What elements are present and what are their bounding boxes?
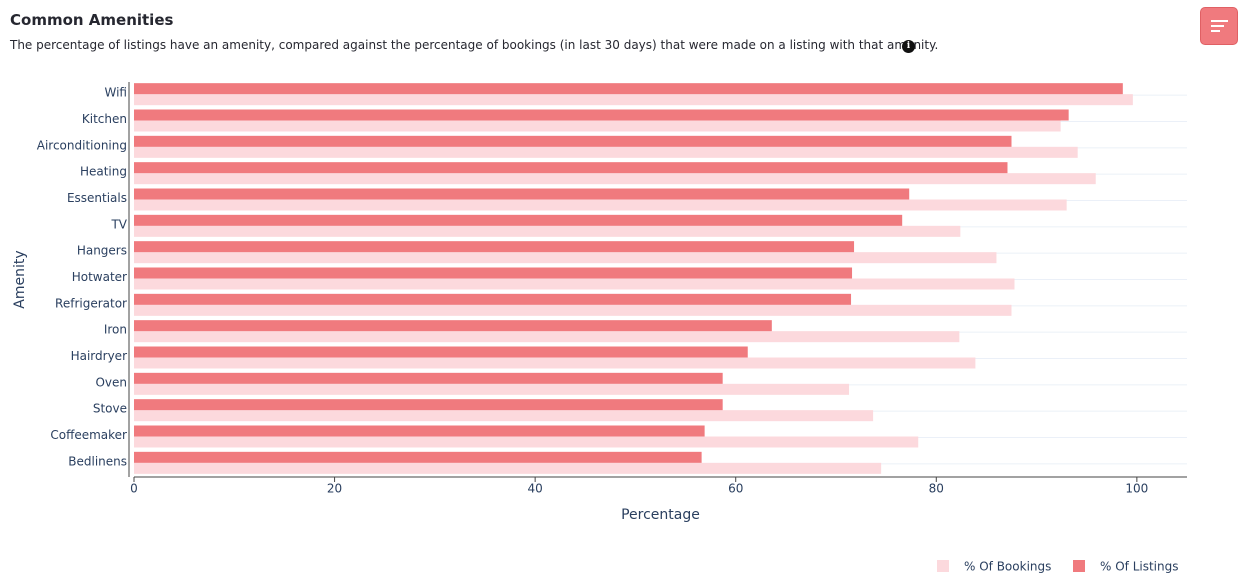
y-tick-label: Iron <box>104 323 127 337</box>
y-tick-label: Kitchen <box>82 112 127 126</box>
y-tick-label: Hangers <box>77 244 127 258</box>
bar <box>134 346 748 358</box>
menu-icon <box>1211 20 1228 32</box>
bar <box>134 173 1096 185</box>
bar <box>134 225 961 237</box>
bar <box>134 436 919 448</box>
legend-swatch <box>937 560 949 572</box>
bar <box>134 146 1078 158</box>
y-tick-label: Refrigerator <box>55 296 127 310</box>
bar <box>134 331 960 343</box>
legend-swatch <box>1073 560 1085 572</box>
x-tick-label: 60 <box>728 482 743 496</box>
bar <box>134 320 772 332</box>
x-tick-label: 80 <box>929 482 944 496</box>
x-tick-label: 100 <box>1125 482 1148 496</box>
chart-title: Common Amenities <box>10 11 174 29</box>
y-tick-label: Hairdryer <box>71 349 127 363</box>
bar <box>134 410 874 422</box>
bar <box>134 304 1012 316</box>
bar <box>134 188 910 200</box>
bar <box>134 462 882 474</box>
bar <box>134 267 853 279</box>
y-tick-label: Heating <box>80 165 127 179</box>
bar <box>134 199 1067 211</box>
bar <box>134 372 723 384</box>
bar <box>134 293 852 305</box>
bar <box>134 399 723 411</box>
y-tick-label: Wifi <box>105 86 128 100</box>
y-tick-label: Hotwater <box>72 270 127 284</box>
bar <box>134 451 702 463</box>
bar <box>134 383 850 395</box>
bar <box>134 425 705 437</box>
y-axis-title: Amenity <box>12 250 28 308</box>
bar <box>134 120 1061 132</box>
x-tick-label: 40 <box>528 482 543 496</box>
bar <box>134 241 855 253</box>
legend-label: % Of Bookings <box>964 560 1051 574</box>
legend-label: % Of Listings <box>1100 560 1179 574</box>
bar <box>134 214 903 226</box>
bar <box>134 135 1012 147</box>
y-tick-label: Coffeemaker <box>50 428 127 442</box>
bar <box>134 109 1069 121</box>
bar <box>134 162 1008 174</box>
info-icon[interactable]: i <box>902 40 915 53</box>
x-tick-label: 0 <box>130 482 138 496</box>
bar <box>134 94 1133 106</box>
y-tick-label: Oven <box>95 375 127 389</box>
y-tick-label: Airconditioning <box>37 138 127 152</box>
y-tick-label: Essentials <box>67 191 127 205</box>
bar <box>134 278 1015 290</box>
chart-subtitle: The percentage of listings have an ameni… <box>10 38 939 52</box>
y-tick-label: Bedlinens <box>68 454 127 468</box>
menu-button[interactable] <box>1200 7 1238 45</box>
bar <box>134 357 976 369</box>
bar <box>134 252 997 264</box>
x-axis-title: Percentage <box>621 507 700 523</box>
bar <box>134 83 1123 95</box>
x-tick-label: 20 <box>327 482 342 496</box>
y-tick-label: Stove <box>93 402 127 416</box>
y-tick-label: TV <box>110 217 127 231</box>
